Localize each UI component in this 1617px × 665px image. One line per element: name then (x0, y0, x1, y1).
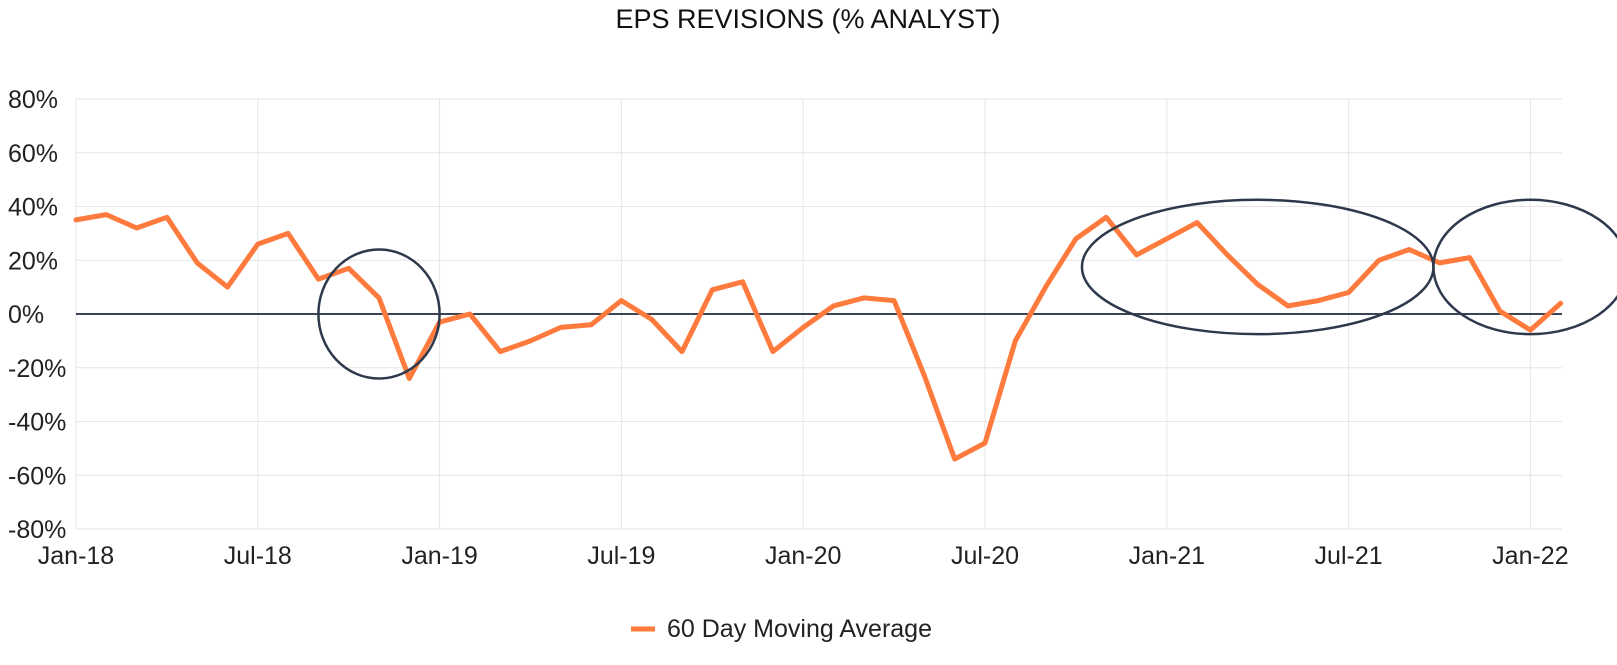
annotations (317, 198, 1617, 380)
series-layer (73, 212, 1564, 462)
y-tick-label: 20% (8, 247, 58, 275)
y-tick-label: -80% (8, 516, 66, 544)
x-tick-label: Jul-20 (951, 542, 1019, 570)
y-tick-label: -40% (8, 409, 66, 437)
y-tick-label: 40% (8, 194, 58, 222)
chart-title: EPS REVISIONS (% ANALYST) (615, 4, 1000, 34)
y-tick-label: 60% (8, 140, 58, 168)
y-axis: 80% 60% 40% 20% 0% -20% -40% -60% -80% (8, 86, 66, 544)
annotation-circle-3 (1432, 198, 1617, 336)
series-line-60-day-moving-average (73, 212, 1564, 462)
x-axis: Jan-18 Jul-18 Jan-19 Jul-19 Jan-20 Jul-20 Jan-… (38, 542, 1569, 570)
y-tick-label: -60% (8, 462, 66, 490)
legend: 60 Day Moving Average (631, 615, 932, 643)
x-tick-label: Jul-19 (587, 542, 655, 570)
x-tick-label: Jan-18 (38, 542, 114, 570)
legend-label: 60 Day Moving Average (667, 615, 932, 643)
annotation-circle-1 (317, 248, 441, 380)
x-tick-label: Jan-19 (401, 542, 477, 570)
x-tick-label: Jan-20 (765, 542, 841, 570)
x-tick-label: Jul-18 (224, 542, 292, 570)
y-tick-label: 80% (8, 86, 58, 114)
x-tick-label: Jan-21 (1129, 542, 1205, 570)
y-tick-label: -20% (8, 355, 66, 383)
x-tick-label: Jul-21 (1315, 542, 1383, 570)
y-tick-label: 0% (8, 301, 44, 329)
x-tick-label: Jan-22 (1492, 542, 1568, 570)
